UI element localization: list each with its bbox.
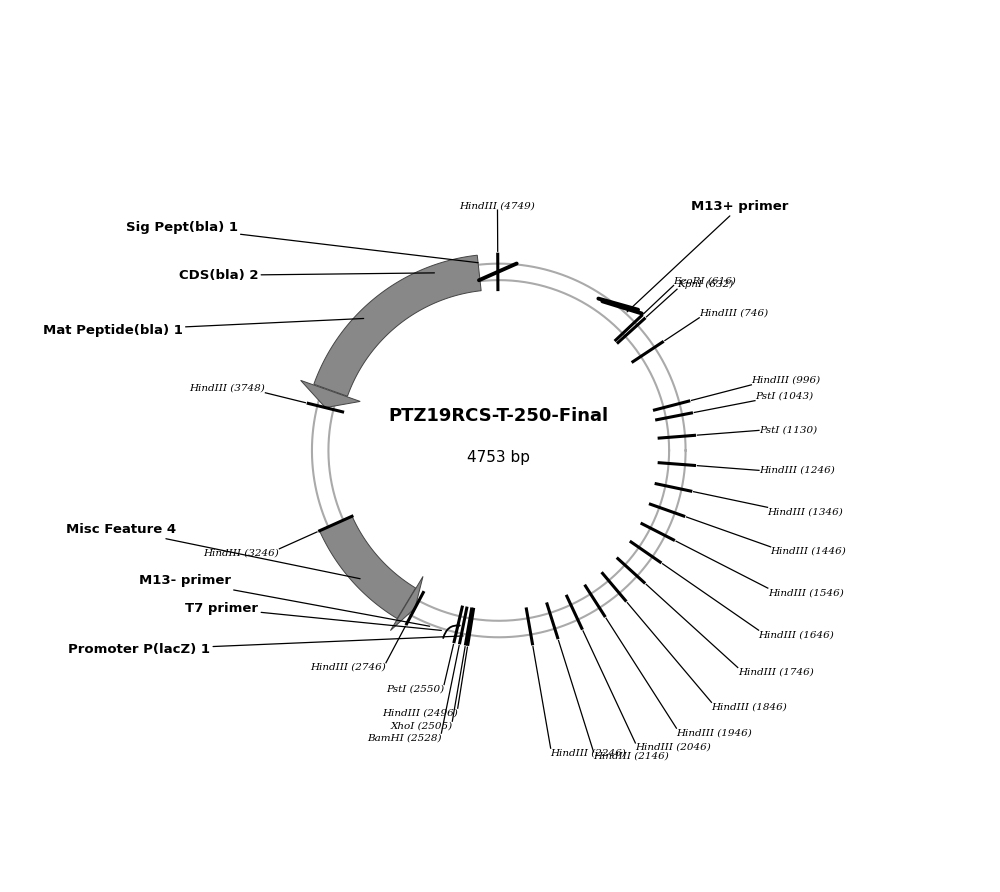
Text: HindIII (1646): HindIII (1646) [759, 630, 834, 640]
Text: T7 primer: T7 primer [185, 602, 441, 631]
Text: HindIII (2496): HindIII (2496) [382, 708, 458, 717]
Text: Promoter P(lacZ) 1: Promoter P(lacZ) 1 [68, 636, 463, 657]
Text: HindIII (1246): HindIII (1246) [759, 466, 835, 475]
FancyArrowPatch shape [443, 625, 460, 638]
Text: PstI (2550): PstI (2550) [386, 684, 444, 694]
Text: EcoRI (616): EcoRI (616) [674, 277, 736, 285]
Text: Mat Peptide(bla) 1: Mat Peptide(bla) 1 [43, 318, 364, 337]
Polygon shape [390, 576, 423, 631]
Polygon shape [314, 255, 481, 396]
Text: PstI (1043): PstI (1043) [755, 392, 813, 401]
Text: HindIII (746): HindIII (746) [699, 309, 768, 318]
Text: HindIII (3246): HindIII (3246) [204, 549, 279, 558]
Text: HindIII (2146): HindIII (2146) [594, 752, 669, 761]
Text: 4753 bp: 4753 bp [467, 450, 530, 465]
Text: KpnI (632): KpnI (632) [677, 280, 733, 289]
Text: HindIII (1946): HindIII (1946) [676, 728, 752, 737]
Text: HindIII (1546): HindIII (1546) [768, 588, 844, 597]
Text: HindIII (2746): HindIII (2746) [310, 663, 386, 672]
Text: HindIII (2246): HindIII (2246) [551, 748, 626, 757]
Text: HindIII (1746): HindIII (1746) [738, 667, 813, 676]
Text: HindIII (3748): HindIII (3748) [190, 384, 265, 392]
Text: M13- primer: M13- primer [139, 574, 430, 626]
Text: PstI (1130): PstI (1130) [759, 425, 817, 435]
Text: XhoI (2505): XhoI (2505) [390, 722, 452, 731]
Text: PTZ19RCS-T-250-Final: PTZ19RCS-T-250-Final [389, 407, 609, 425]
Polygon shape [301, 380, 360, 408]
Text: HindIII (1446): HindIII (1446) [771, 547, 846, 556]
Text: CDS(bla) 2: CDS(bla) 2 [179, 268, 434, 282]
Text: Misc Feature 4: Misc Feature 4 [66, 523, 360, 579]
Text: Sig Pept(bla) 1: Sig Pept(bla) 1 [126, 220, 478, 263]
Text: HindIII (1846): HindIII (1846) [711, 702, 787, 711]
Text: HindIII (1346): HindIII (1346) [768, 508, 843, 516]
Text: HindIII (2046): HindIII (2046) [635, 743, 711, 752]
Text: BamHI (2528): BamHI (2528) [367, 733, 441, 742]
Text: HindIII (996): HindIII (996) [751, 376, 821, 384]
Text: HindIII (4749): HindIII (4749) [460, 201, 535, 211]
Text: M13+ primer: M13+ primer [627, 200, 788, 312]
Polygon shape [320, 516, 416, 618]
